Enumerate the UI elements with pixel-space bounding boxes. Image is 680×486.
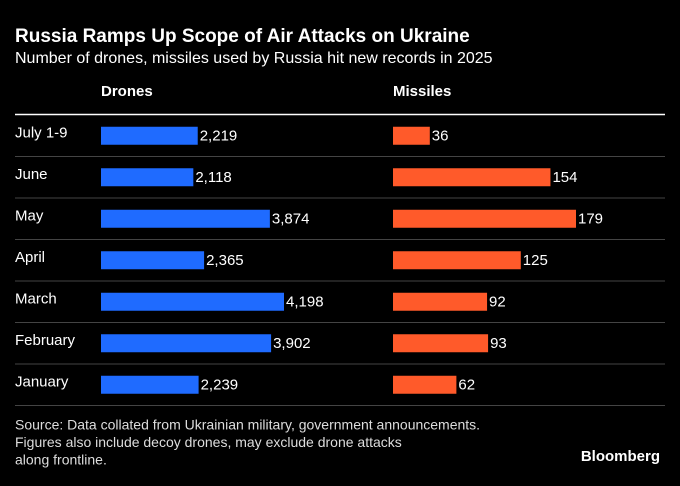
category-label: January	[15, 374, 69, 391]
value-label: 154	[552, 169, 577, 186]
value-label: 92	[489, 294, 506, 311]
bar	[393, 251, 521, 270]
bar	[101, 251, 205, 270]
chart-title: Russia Ramps Up Scope of Air Attacks on …	[15, 26, 470, 47]
bar	[393, 375, 457, 394]
category-label: May	[15, 208, 44, 225]
value-label: 2,118	[195, 169, 231, 186]
panel-header: Drones	[101, 83, 153, 100]
bar	[101, 292, 284, 311]
bar	[393, 209, 576, 228]
value-label: 3,874	[272, 211, 310, 228]
category-label: March	[15, 291, 57, 308]
bar	[101, 375, 199, 394]
bar	[393, 168, 551, 187]
value-label: 2,365	[206, 252, 244, 269]
brand: Bloomberg	[581, 448, 660, 465]
category-label: June	[15, 166, 48, 183]
bar	[101, 209, 270, 228]
bar	[101, 126, 198, 145]
value-label: 4,198	[286, 294, 324, 311]
category-label: February	[15, 332, 76, 349]
value-label: 179	[578, 211, 603, 228]
value-label: 125	[523, 252, 548, 269]
panel-header: Missiles	[393, 83, 451, 100]
bar	[393, 126, 430, 145]
source-note: Source: Data collated from Ukrainian mil…	[15, 417, 480, 433]
category-label: April	[15, 249, 45, 266]
chart-subtitle: Number of drones, missiles used by Russi…	[15, 50, 493, 67]
value-label: 2,239	[201, 377, 239, 394]
bar	[101, 334, 272, 353]
source-note: along frontline.	[15, 452, 107, 468]
value-label: 3,902	[273, 335, 311, 352]
value-label: 2,219	[200, 128, 238, 145]
value-label: 36	[432, 128, 449, 145]
value-label: 62	[458, 377, 475, 394]
bar	[393, 334, 489, 353]
value-label: 93	[490, 335, 507, 352]
bar	[101, 168, 194, 187]
bar	[393, 292, 488, 311]
category-label: July 1-9	[15, 125, 68, 142]
source-note: Figures also include decoy drones, may e…	[15, 434, 402, 450]
